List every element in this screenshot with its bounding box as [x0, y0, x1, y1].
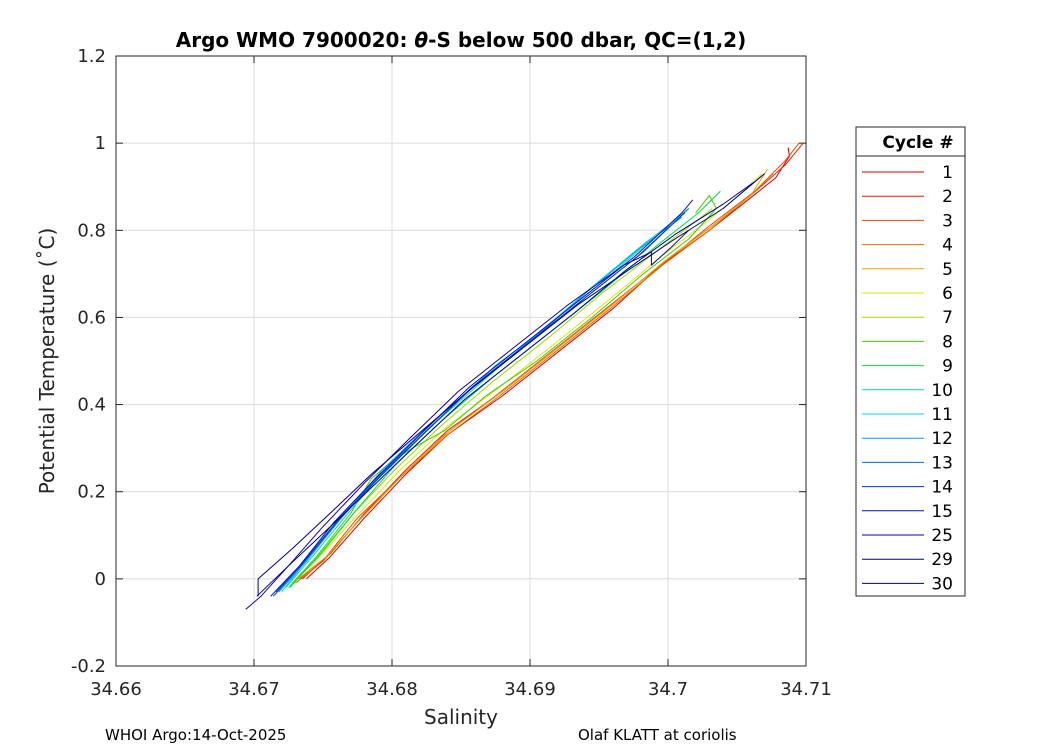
legend-label-1: 1: [942, 163, 953, 183]
footer-left-text: WHOI Argo:14-Oct-2025: [105, 726, 287, 744]
y-tick-label: 0: [95, 569, 106, 590]
y-tick-label: 1.2: [77, 46, 106, 67]
y-tick-label: 0.4: [77, 395, 106, 416]
x-axis: 34.66 34.67 34.68 34.69 34.7 34.71: [90, 56, 832, 700]
x-tick-label: 34.69: [504, 679, 556, 700]
legend-label-25: 25: [931, 526, 953, 546]
series-line-14: [272, 212, 685, 597]
legend-label-14: 14: [931, 478, 953, 498]
legend-label-7: 7: [942, 308, 953, 328]
title-theta: θ: [414, 28, 428, 52]
series-lines: [245, 142, 804, 610]
legend-label-11: 11: [931, 405, 953, 425]
series-line-25: [245, 229, 690, 610]
legend-title: Cycle #: [882, 133, 953, 153]
series-line-4: [295, 173, 774, 584]
legend-label-30: 30: [931, 574, 953, 594]
y-axis: -0.2 0 0.2 0.4 0.6 0.8 1 1.2: [71, 46, 806, 677]
series-line-3: [299, 142, 800, 580]
y-tick-label: 1: [95, 133, 106, 154]
plot-area: [115, 55, 807, 667]
legend-label-3: 3: [942, 211, 953, 231]
legend-label-13: 13: [931, 453, 953, 473]
x-tick-label: 34.66: [90, 679, 142, 700]
legend-label-15: 15: [931, 502, 953, 522]
series-line-10: [285, 208, 690, 588]
series-line-2: [301, 142, 804, 580]
y-tick-label: 0.2: [77, 482, 106, 503]
legend-label-4: 4: [942, 236, 953, 256]
legend-label-9: 9: [942, 357, 953, 377]
series-line-11: [281, 212, 685, 593]
x-tick-label: 34.68: [366, 679, 418, 700]
y-axis-label: Potential Temperature (˚C): [35, 228, 59, 495]
chart-title: Argo WMO 7900020: θ-S below 500 dbar, QC…: [176, 28, 746, 52]
series-line-5: [297, 169, 768, 580]
series-line-30: [256, 181, 754, 597]
y-tick-label: 0.8: [77, 220, 106, 241]
x-tick-label: 34.7: [648, 679, 688, 700]
legend-label-8: 8: [942, 332, 953, 352]
legend-label-5: 5: [942, 260, 953, 280]
legend-box: [855, 126, 966, 597]
legend-label-2: 2: [942, 187, 953, 207]
y-tick-label: 0.6: [77, 307, 106, 328]
legend-label-10: 10: [931, 381, 953, 401]
x-tick-label: 34.67: [228, 679, 280, 700]
title-prefix: Argo WMO 7900020:: [176, 28, 415, 52]
y-tick-label: -0.2: [71, 656, 106, 677]
series-line-15: [270, 199, 694, 597]
footer-right-text: Olaf KLATT at coriolis: [578, 726, 737, 744]
grid-lines: [115, 55, 807, 667]
legend-label-6: 6: [942, 284, 953, 304]
series-line-6: [295, 173, 763, 580]
legend-label-12: 12: [931, 429, 953, 449]
x-tick-label: 34.71: [780, 679, 832, 700]
legend-label-29: 29: [931, 550, 953, 570]
x-axis-label: Salinity: [424, 705, 498, 729]
title-suffix: -S below 500 dbar, QC=(1,2): [428, 28, 746, 52]
series-line-29: [257, 173, 765, 597]
series-line-1: [306, 147, 790, 580]
